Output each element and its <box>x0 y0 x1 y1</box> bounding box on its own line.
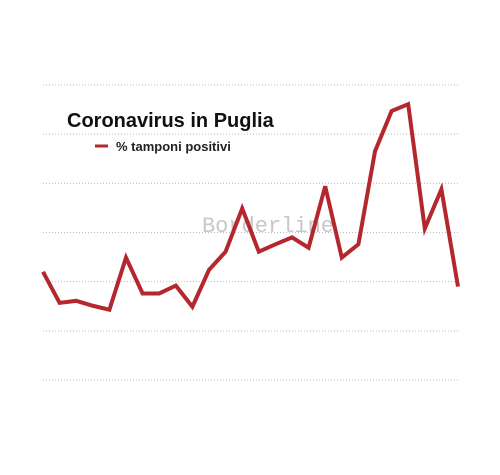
chart-title: Coronavirus in Puglia <box>67 110 275 132</box>
grid <box>43 84 458 381</box>
series-line <box>41 101 460 313</box>
legend-label: % tamponi positivi <box>116 139 231 154</box>
plot <box>41 101 460 313</box>
